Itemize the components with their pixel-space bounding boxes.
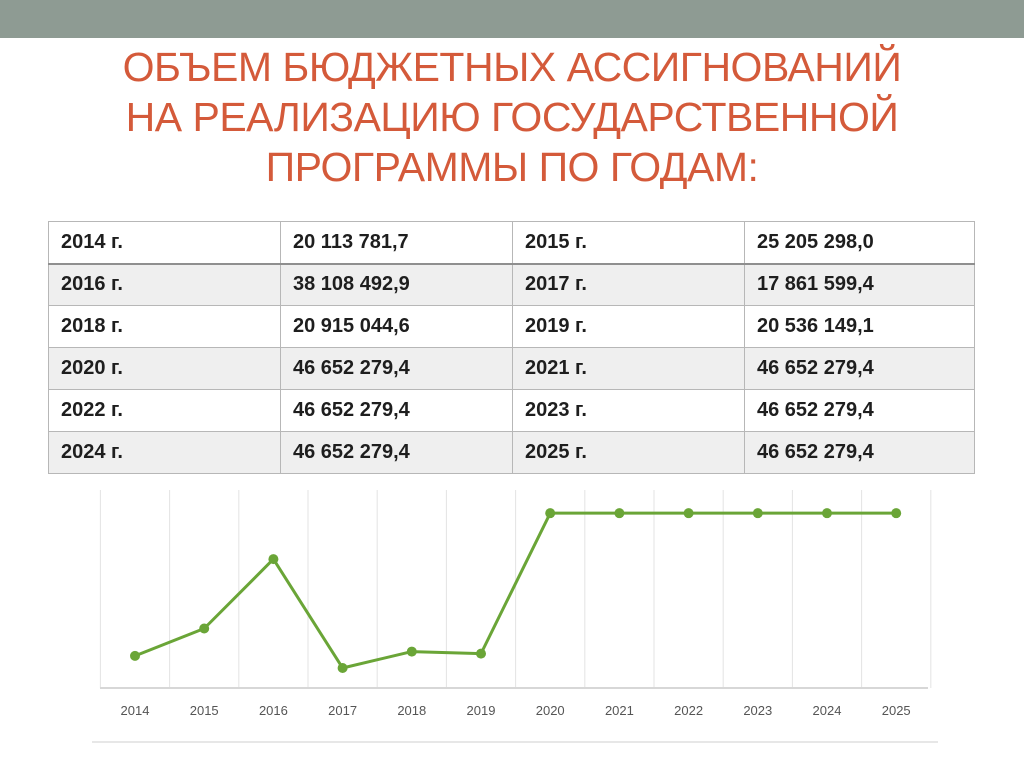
- x-tick-label: 2017: [328, 703, 357, 718]
- year-cell: 2017 г.: [512, 262, 745, 306]
- year-cell: 2023 г.: [512, 389, 745, 432]
- x-tick-label: 2022: [674, 703, 703, 718]
- amount-cell: 46 652 279,4: [280, 431, 513, 474]
- amount-cell: 46 652 279,4: [744, 389, 975, 432]
- table-row: 2018 г. 20 915 044,6 2019 г. 20 536 149,…: [48, 305, 975, 348]
- amount-cell: 46 652 279,4: [744, 347, 975, 390]
- year-cell: 2016 г.: [48, 262, 281, 306]
- data-point: [891, 508, 902, 519]
- amount-cell: 20 915 044,6: [280, 305, 513, 348]
- x-tick-label: 2018: [397, 703, 426, 718]
- x-tick-label: 2023: [743, 703, 772, 718]
- year-cell: 2019 г.: [512, 305, 745, 348]
- table-row: 2016 г. 38 108 492,9 2017 г. 17 861 599,…: [48, 262, 975, 306]
- data-point: [130, 650, 140, 661]
- year-cell: 2022 г.: [48, 389, 281, 432]
- title-line-3: ПРОГРАММЫ ПО ГОДАМ:: [265, 144, 759, 190]
- data-point: [545, 508, 556, 519]
- x-tick-label: 2014: [121, 703, 150, 718]
- title-line-2: НА РЕАЛИЗАЦИЮ ГОСУДАРСТВЕННОЙ: [125, 94, 899, 140]
- budget-line-chart: 2014 2015 2016 2017 2018 2019 2020 2021 2022 2023…: [92, 490, 938, 743]
- data-point: [406, 646, 417, 657]
- amount-cell: 17 861 599,4: [744, 262, 975, 306]
- amount-cell: 38 108 492,9: [280, 262, 513, 306]
- year-cell: 2018 г.: [48, 305, 281, 348]
- data-point: [822, 508, 832, 519]
- table-row: 2020 г. 46 652 279,4 2021 г. 46 652 279,…: [48, 347, 975, 390]
- year-cell: 2024 г.: [48, 431, 281, 474]
- year-cell: 2014 г.: [48, 221, 281, 264]
- year-cell: 2021 г.: [512, 347, 745, 390]
- x-tick-label: 2015: [190, 703, 219, 718]
- data-point: [337, 662, 348, 673]
- amount-cell: 20 536 149,1: [744, 305, 975, 348]
- data-point: [199, 623, 210, 634]
- year-cell: 2020 г.: [48, 347, 281, 390]
- table-row: 2022 г. 46 652 279,4 2023 г. 46 652 279,…: [48, 389, 975, 432]
- year-cell: 2025 г.: [512, 431, 745, 474]
- x-tick-label: 2024: [813, 703, 842, 718]
- year-cell: 2015 г.: [512, 221, 745, 264]
- amount-cell: 46 652 279,4: [280, 389, 513, 432]
- amount-cell: 25 205 298,0: [744, 221, 975, 264]
- amount-cell: 20 113 781,7: [280, 221, 513, 264]
- data-point: [476, 648, 486, 659]
- data-point: [268, 554, 279, 565]
- table-row: 2014 г. 20 113 781,7 2015 г. 25 205 298,…: [48, 221, 975, 264]
- x-tick-label: 2025: [882, 703, 911, 718]
- series-line: [134, 511, 897, 670]
- x-tick-label: 2021: [605, 703, 634, 718]
- table-row: 2024 г. 46 652 279,4 2025 г. 46 652 279,…: [48, 431, 975, 474]
- x-tick-label: 2020: [536, 703, 565, 718]
- data-point: [614, 508, 625, 519]
- data-point: [752, 508, 763, 519]
- amount-cell: 46 652 279,4: [744, 431, 975, 474]
- slide-title: ОБЪЕМ БЮДЖЕТНЫХ АССИГНОВАНИЙ НА РЕАЛИЗАЦ…: [40, 42, 984, 192]
- x-tick-label: 2019: [467, 703, 496, 718]
- amount-cell: 46 652 279,4: [280, 347, 513, 390]
- data-point: [683, 508, 694, 519]
- top-decorative-bar: [0, 0, 1024, 38]
- title-line-1: ОБЪЕМ БЮДЖЕТНЫХ АССИГНОВАНИЙ: [122, 44, 902, 90]
- budget-table: 2014 г. 20 113 781,7 2015 г. 25 205 298,…: [48, 221, 975, 474]
- x-tick-label: 2016: [259, 703, 288, 718]
